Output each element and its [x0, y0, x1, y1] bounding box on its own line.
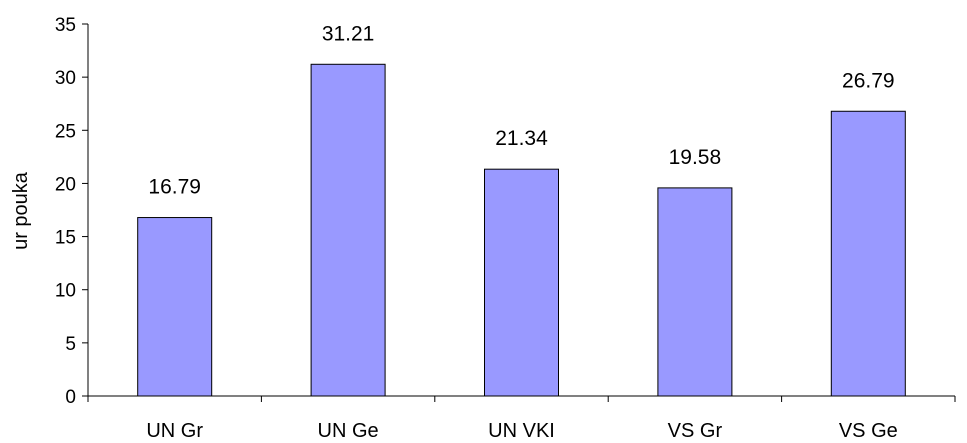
x-tick-label: VS Ge [839, 420, 898, 442]
data-label: 21.34 [495, 127, 548, 150]
y-tick-label: 15 [55, 228, 76, 249]
bar [830, 110, 906, 397]
x-axis: UN Gr UN Ge UN VKI VS Gr VS Ge [87, 395, 956, 442]
x-tick-label: UN VKI [488, 420, 555, 442]
y-tick-label: 10 [55, 281, 76, 302]
bar [137, 217, 213, 397]
x-tick-label: UN Gr [146, 420, 203, 442]
bars [137, 63, 906, 397]
data-label: 31.21 [322, 22, 375, 45]
x-tick-label: VS Gr [668, 420, 723, 442]
y-axis: 0 5 10 15 20 25 30 35 [55, 15, 89, 408]
y-tick-label: 35 [55, 15, 76, 36]
y-tick-label: 0 [65, 387, 76, 408]
data-labels: 16.79 31.21 21.34 19.58 26.79 [148, 22, 894, 198]
data-label: 19.58 [669, 146, 722, 169]
y-tick-label: 5 [65, 334, 76, 355]
data-label: 26.79 [842, 69, 895, 92]
y-axis-title: ur pouka [10, 171, 32, 250]
bar [484, 168, 559, 397]
y-tick-label: 20 [55, 174, 76, 195]
data-label: 16.79 [148, 176, 201, 199]
bar [657, 187, 733, 397]
y-tick-label: 25 [55, 121, 76, 142]
x-tick-label: UN Ge [318, 420, 379, 442]
bar [310, 63, 386, 397]
y-tick-label: 30 [55, 68, 76, 89]
